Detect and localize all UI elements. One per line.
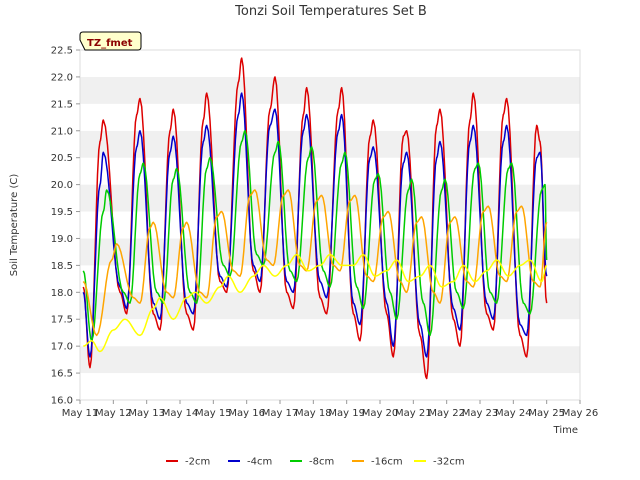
legend-label: -16cm [371, 457, 403, 468]
x-tick-label: May 15 [195, 408, 232, 419]
y-tick-label: 22.0 [51, 72, 73, 83]
x-tick-label: May 26 [562, 408, 599, 419]
grid-band [80, 211, 580, 239]
y-tick-label: 17.0 [51, 342, 73, 353]
y-tick-label: 19.0 [51, 234, 73, 245]
series-line-neg32cm [83, 253, 548, 353]
grid-band [80, 184, 580, 212]
y-axis-label: Soil Temperature (C) [9, 174, 20, 277]
y-tick-label: 20.0 [51, 180, 73, 191]
y-tick-label: 22.5 [51, 46, 73, 57]
x-tick-label: May 12 [95, 408, 132, 419]
y-tick-label: 19.5 [51, 207, 73, 218]
y-tick-label: 16.0 [51, 396, 73, 407]
legend-label: -4cm [247, 457, 272, 468]
grid-bands [80, 50, 580, 400]
x-tick-label: May 25 [528, 408, 565, 419]
x-axis-label: Time [553, 425, 578, 436]
grid-band [80, 346, 580, 374]
grid-band [80, 130, 580, 158]
station-tag: TZ_fmet [79, 31, 142, 51]
tag-label: TZ_fmet [87, 38, 133, 49]
chart-title: Tonzi Soil Temperatures Set B [234, 4, 427, 19]
legend-label: -2cm [185, 457, 210, 468]
x-tick-label: May 17 [262, 408, 299, 419]
x-tick-label: May 24 [495, 408, 532, 419]
y-tick-label: 18.0 [51, 288, 73, 299]
legend-label: -8cm [309, 457, 334, 468]
grid-band [80, 103, 580, 131]
series-lines [82, 57, 548, 380]
legend: -2cm -4cm -8cm -16cm -32cm [166, 457, 465, 468]
grid-band [80, 157, 580, 185]
grid-band [80, 50, 580, 77]
x-tick-label: May 16 [228, 408, 265, 419]
series-line-neg16cm [82, 189, 548, 337]
x-tick-label: May 13 [128, 408, 165, 419]
series-line-neg8cm [82, 130, 548, 342]
x-tick-label: May 11 [62, 408, 99, 419]
x-tick-label: May 20 [362, 408, 399, 419]
y-tick-label: 21.5 [51, 99, 73, 110]
grid-band [80, 76, 580, 104]
x-tick-label: May 23 [462, 408, 499, 419]
x-tick-label: May 14 [162, 408, 199, 419]
legend-label: -32cm [433, 457, 465, 468]
y-tick-label: 17.5 [51, 315, 73, 326]
y-tick-label: 16.5 [51, 369, 73, 380]
tag-box [79, 31, 142, 51]
y-axis-ticks: 16.0 16.5 17.0 17.5 18.0 18.5 19.0 19.5 20.0 20.5… [51, 46, 80, 407]
x-tick-label: May 22 [428, 408, 465, 419]
plot-area-frame [79, 49, 581, 401]
y-tick-label: 18.5 [51, 261, 73, 272]
x-tick-label: May 18 [295, 408, 332, 419]
x-tick-label: May 21 [395, 408, 432, 419]
grid-band [80, 319, 580, 347]
x-tick-label: May 19 [328, 408, 365, 419]
grid-band [80, 373, 580, 400]
y-tick-label: 20.5 [51, 153, 73, 164]
y-tick-label: 21.0 [51, 126, 73, 137]
